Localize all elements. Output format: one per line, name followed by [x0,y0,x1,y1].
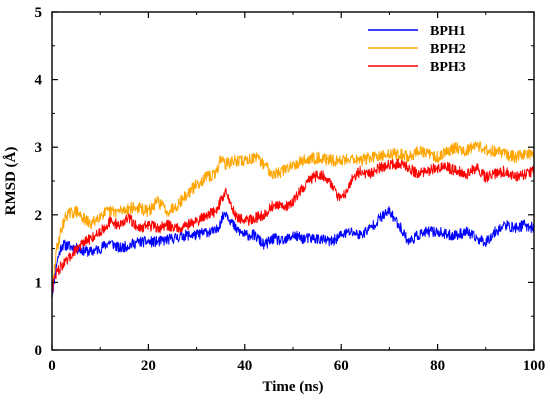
x-tick-label: 0 [48,358,56,374]
tick-layer: 0 20 40 60 80 100 0 1 2 3 4 5 [35,5,546,374]
legend: BPH1 BPH2 BPH3 [368,24,466,75]
y-tick-label: 2 [35,208,43,224]
y-tick-label: 5 [35,5,43,21]
legend-label-bph1: BPH1 [430,24,466,39]
y-tick-label: 1 [35,275,43,291]
series-line-bph2 [51,140,535,300]
x-axis-title: Time (ns) [263,379,324,395]
legend-label-bph3: BPH3 [430,60,466,75]
x-tick-label: 100 [523,358,546,374]
x-tick-label: 40 [237,358,252,374]
x-tick-label: 80 [430,358,445,374]
y-tick-label: 4 [35,73,43,89]
x-tick-label: 20 [141,358,156,374]
x-tick-label: 60 [334,358,349,374]
legend-label-bph2: BPH2 [430,42,466,57]
y-tick-label: 0 [35,343,43,359]
series-layer [51,140,535,300]
y-tick-label: 3 [35,140,43,156]
y-axis-title: RMSD (Å) [3,147,19,216]
series-line-bph3 [51,158,535,292]
series-line-bph1 [51,205,535,299]
